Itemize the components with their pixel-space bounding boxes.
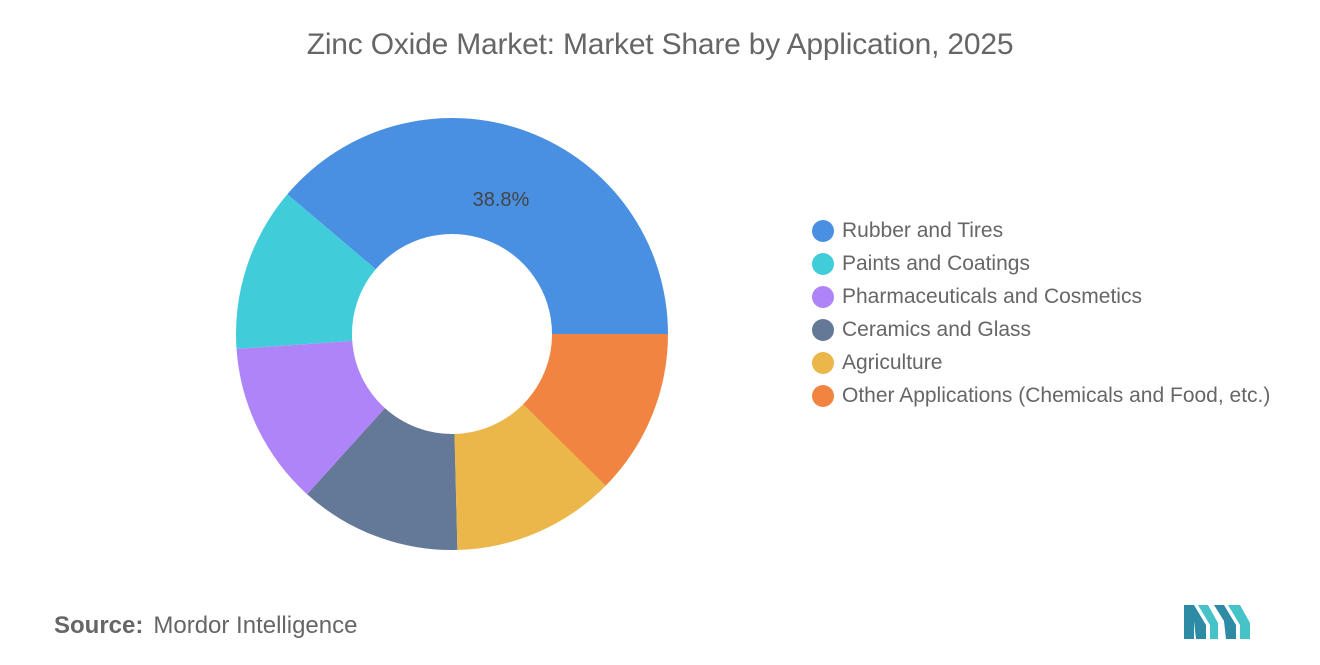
slice-5	[454, 404, 606, 550]
legend-swatch-icon	[812, 385, 834, 407]
mordor-intelligence-logo-icon	[1184, 605, 1250, 639]
slice-1	[287, 117, 668, 334]
legend-swatch-icon	[812, 220, 834, 242]
legend-swatch-icon	[812, 253, 834, 275]
slice-label-1: 38.8%	[473, 189, 530, 211]
slice-2	[236, 194, 376, 349]
legend-swatch-icon	[812, 286, 834, 308]
slice-4	[307, 408, 458, 550]
source-note: Source: Mordor Intelligence	[54, 612, 357, 640]
legend-label: Paints and Coatings	[842, 252, 1030, 275]
legend-item-4: Ceramics and Glass	[812, 317, 1282, 343]
slice-3	[236, 340, 385, 495]
chart-legend: Rubber and Tires Paints and Coatings Pharm…	[812, 218, 1282, 416]
legend-label: Pharmaceuticals and Cosmetics	[842, 285, 1142, 308]
legend-item-6: Other Applications (Chemicals and Food, …	[812, 383, 1282, 409]
source-label: Source:	[54, 612, 144, 639]
slice-6	[523, 334, 668, 486]
legend-item-1: Rubber and Tires	[812, 218, 1282, 244]
legend-item-2: Paints and Coatings	[812, 251, 1282, 277]
chart-title: Zinc Oxide Market: Market Share by Appli…	[306, 28, 1014, 61]
legend-label: Rubber and Tires	[842, 219, 1004, 242]
legend-label: Other Applications (Chemicals and Food, …	[842, 384, 1271, 407]
legend-label: Ceramics and Glass	[842, 318, 1032, 341]
legend-item-3: Pharmaceuticals and Cosmetics	[812, 284, 1282, 310]
donut-chart: 38.8%	[236, 117, 668, 550]
source-text: Mordor Intelligence	[153, 612, 358, 639]
legend-swatch-icon	[812, 352, 834, 374]
legend-swatch-icon	[812, 319, 834, 341]
legend-item-5: Agriculture	[812, 350, 1282, 376]
legend-label: Agriculture	[842, 351, 943, 374]
